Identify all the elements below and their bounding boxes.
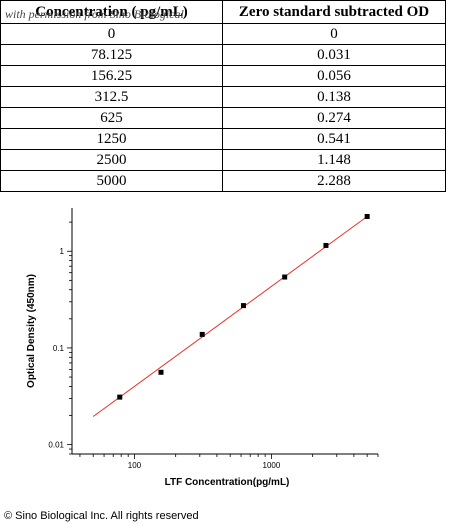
data-point [240, 303, 246, 309]
column-header-concentration: Concentration ( pg/mL) with permission f… [0, 0, 223, 24]
data-point [117, 394, 123, 400]
data-point [364, 213, 370, 219]
x-axis-label: LTF Concentration(pg/mL) [165, 477, 290, 488]
table-row: 312.5 0.138 [0, 86, 446, 108]
column-header-od: Zero standard subtracted OD [222, 0, 446, 24]
x-tick-label: 1000 [263, 461, 281, 470]
data-point [282, 274, 288, 280]
table-cell: 2.288 [222, 170, 446, 192]
table-cell: 0.056 [222, 65, 446, 87]
table-cell: 625 [0, 107, 223, 129]
table-row: 1250 0.541 [0, 128, 446, 150]
table-row: 5000 2.288 [0, 170, 446, 192]
data-point [199, 331, 205, 337]
table-cell: 0.031 [222, 44, 446, 66]
table-header-row: Concentration ( pg/mL) with permission f… [0, 0, 446, 24]
table-cell: 78.125 [0, 44, 223, 66]
table-cell: 0.138 [222, 86, 446, 108]
y-axis-label: Optical Density (450nm) [26, 274, 37, 388]
data-points [117, 213, 370, 400]
table-row: 625 0.274 [0, 107, 446, 129]
table-row: 156.25 0.056 [0, 65, 446, 87]
fit-line [92, 216, 368, 417]
table-cell: 156.25 [0, 65, 223, 87]
table-cell: 5000 [0, 170, 223, 192]
table-cell: 1.148 [222, 149, 446, 171]
y-tick-label: 1 [60, 247, 65, 256]
data-point [158, 369, 164, 375]
table-row: 78.125 0.031 [0, 44, 446, 66]
data-point [323, 242, 329, 248]
table-cell: 1250 [0, 128, 223, 150]
table-cell: 312.5 [0, 86, 223, 108]
y-tick-label: 0.01 [48, 441, 64, 450]
copyright-text: © Sino Biological Inc. All rights reserv… [4, 510, 199, 522]
table-cell: 2500 [0, 149, 223, 171]
table-cell: 0.274 [222, 107, 446, 129]
table-cell: 0 [222, 23, 446, 45]
y-tick-label: 0.1 [53, 344, 65, 353]
chart-axes: 100 1000 0.01 0.1 1 [48, 208, 379, 470]
standard-curve-table: Concentration ( pg/mL) with permission f… [0, 0, 446, 192]
table-cell: 0.541 [222, 128, 446, 150]
table-cell: 0 [0, 23, 223, 45]
x-tick-label: 100 [128, 461, 142, 470]
table-row: 2500 1.148 [0, 149, 446, 171]
